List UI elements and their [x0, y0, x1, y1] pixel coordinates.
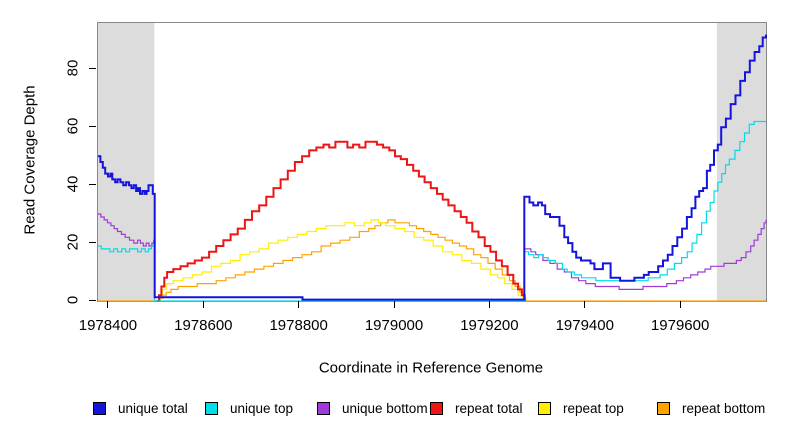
y-tick-mark [89, 183, 96, 185]
x-tick-mark [298, 301, 300, 308]
shaded-region [716, 23, 766, 301]
series-repeat-total [156, 140, 526, 302]
x-tick-label: 1979600 [650, 317, 710, 334]
chart-canvas [98, 23, 767, 302]
x-tick-mark [679, 301, 681, 308]
x-tick-label: 1978800 [269, 317, 328, 334]
series-unique-top [98, 120, 766, 302]
legend-swatch [538, 401, 551, 415]
series-unique-bottom [98, 213, 767, 301]
legend-label: repeat top [563, 400, 624, 416]
x-tick-label: 1979200 [460, 317, 519, 334]
plot-area [97, 22, 767, 302]
shaded-region [98, 23, 155, 301]
y-tick-label: 40 [64, 175, 82, 193]
x-tick-mark [202, 301, 204, 308]
y-axis-title: Read Coverage Depth [21, 85, 39, 235]
y-tick-label: 60 [64, 117, 82, 135]
series-repeat-top [156, 219, 526, 302]
y-tick-label: 80 [64, 59, 82, 77]
legend-item-unique-total: unique total [93, 400, 188, 416]
legend-swatch [317, 401, 330, 415]
legend-swatch [657, 401, 670, 415]
x-tick-mark [488, 301, 490, 308]
legend-item-repeat-bottom: repeat bottom [657, 400, 766, 416]
y-tick-mark [89, 67, 96, 69]
y-tick-label: 20 [64, 233, 82, 251]
legend-item-repeat-top: repeat top [538, 400, 624, 416]
legend-item-repeat-total: repeat total [430, 400, 523, 416]
legend-item-unique-bottom: unique bottom [317, 400, 428, 416]
x-tick-label: 1978400 [78, 317, 138, 334]
x-tick-label: 1979000 [364, 317, 424, 334]
x-tick-mark [107, 301, 109, 308]
legend-label: repeat bottom [682, 400, 766, 416]
y-tick-label: 0 [64, 295, 82, 305]
x-tick-label: 1979400 [555, 317, 614, 334]
series-unique-total [98, 34, 767, 301]
x-tick-mark [393, 301, 395, 308]
legend-swatch [93, 401, 106, 415]
y-tick-mark [89, 125, 96, 127]
legend-item-unique-top: unique top [205, 400, 294, 416]
legend-label: unique top [230, 400, 294, 416]
legend-label: repeat total [455, 400, 523, 416]
legend-label: unique total [118, 400, 188, 416]
legend-swatch [430, 401, 443, 415]
x-tick-mark [584, 301, 586, 308]
series-repeat-bottom [98, 219, 766, 302]
x-axis-title: Coordinate in Reference Genome [318, 359, 544, 377]
x-tick-label: 1978600 [174, 317, 233, 334]
legend-label: unique bottom [342, 400, 428, 416]
y-tick-mark [89, 299, 96, 301]
legend-swatch [205, 401, 218, 415]
y-tick-mark [89, 241, 96, 243]
